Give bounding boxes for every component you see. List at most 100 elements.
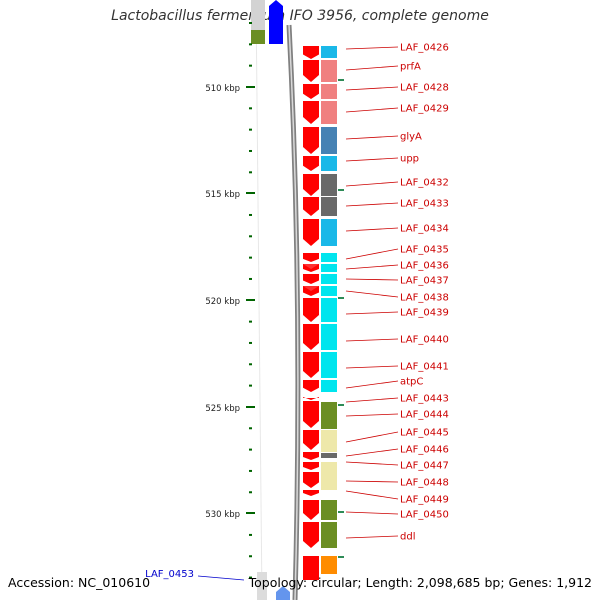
cog-category-box <box>321 46 337 58</box>
cog-category-box <box>321 430 337 452</box>
gene-arrow[interactable] <box>303 253 319 262</box>
gene-label[interactable]: LAF_0426 <box>400 43 449 54</box>
cog-category-box <box>321 380 337 392</box>
gene-arrow[interactable] <box>303 174 319 196</box>
gene-label[interactable]: glyA <box>400 132 422 143</box>
gene-arrow[interactable] <box>303 556 319 580</box>
gene-arrow[interactable] <box>303 472 319 488</box>
gene-leader-line <box>345 157 399 162</box>
gene-leader-line <box>345 135 399 140</box>
gene-leader-line <box>197 575 245 581</box>
gene-arrow[interactable] <box>303 500 319 520</box>
gene-label[interactable]: LAF_0434 <box>400 224 449 235</box>
gene-label[interactable]: LAF_0429 <box>400 104 449 115</box>
gene-arrow[interactable] <box>303 352 319 378</box>
gene-label[interactable]: LAF_0449 <box>400 495 449 506</box>
gene-leader-line <box>345 181 399 187</box>
gene-arrow[interactable] <box>303 298 319 322</box>
gene-label[interactable]: LAF_0453 <box>145 569 194 580</box>
gene-arrow[interactable] <box>303 84 319 99</box>
gene-label[interactable]: LAF_0443 <box>400 394 449 405</box>
gene-leader-line <box>345 264 399 270</box>
gene-label[interactable]: LAF_0437 <box>400 276 449 287</box>
gene-label[interactable]: LAF_0445 <box>400 428 449 439</box>
gene-label[interactable]: upp <box>400 154 419 165</box>
cog-category-box <box>321 264 337 272</box>
gene-leader-line <box>345 227 399 232</box>
gene-leader-line <box>345 65 399 71</box>
cog-category-box <box>321 453 337 458</box>
cog-category-box <box>321 402 337 429</box>
gene-label[interactable]: LAF_0447 <box>400 461 449 472</box>
gene-label[interactable]: LAF_0441 <box>400 362 449 373</box>
ruler-label: 520 kbp <box>205 297 240 307</box>
gene-label[interactable]: LAF_0448 <box>400 478 449 489</box>
cog-category-box <box>321 298 337 322</box>
cog-category-box <box>321 84 337 99</box>
gene-leader-line <box>345 511 399 515</box>
genome-backbone-inner <box>288 24 299 600</box>
gene-arrow[interactable] <box>303 401 319 428</box>
gene-label[interactable]: atpC <box>400 377 423 388</box>
gene-leader-line <box>345 290 399 298</box>
gene-arrow[interactable] <box>303 219 319 246</box>
gene-arrow[interactable] <box>303 522 319 548</box>
gene-label[interactable]: LAF_0444 <box>400 410 449 421</box>
cog-category-box <box>321 156 337 171</box>
gene-arrow[interactable] <box>303 452 319 460</box>
gene-arrow[interactable] <box>303 324 319 350</box>
gene-arrow[interactable] <box>303 380 319 392</box>
partial-gene-top-gray <box>251 0 265 30</box>
gene-label[interactable]: ddl <box>400 532 415 543</box>
gene-leader-line <box>345 431 399 443</box>
gene-arrow[interactable] <box>303 197 319 216</box>
gene-arrow[interactable] <box>303 490 319 496</box>
cog-category-box <box>321 127 337 154</box>
gene-leader-line <box>345 448 399 457</box>
gene-label[interactable]: LAF_0446 <box>400 445 449 456</box>
cog-category-box <box>321 286 337 296</box>
cog-category-box <box>321 197 337 216</box>
gene-leader-line <box>345 311 399 315</box>
gene-arrow[interactable] <box>303 127 319 154</box>
gene-label[interactable]: LAF_0433 <box>400 199 449 210</box>
gene-label[interactable]: LAF_0435 <box>400 245 449 256</box>
gene-label[interactable]: LAF_0438 <box>400 293 449 304</box>
gene-label[interactable]: LAF_0436 <box>400 261 449 272</box>
gene-leader-line <box>345 86 399 91</box>
cog-category-box <box>321 522 337 548</box>
cog-category-box <box>321 174 337 196</box>
gene-arrow[interactable] <box>303 430 319 450</box>
gene-leader-line <box>345 413 399 417</box>
gene-label[interactable]: prfA <box>400 62 421 73</box>
cog-category-box <box>321 60 337 82</box>
genome-stats-text: Topology: circular; Length: 2,098,685 bp… <box>248 575 592 590</box>
gene-leader-line <box>345 535 399 539</box>
cog-category-box <box>321 500 337 520</box>
partial-gene-top-olive <box>251 30 265 44</box>
gene-leader-line <box>345 397 399 403</box>
gene-label[interactable]: LAF_0428 <box>400 83 449 94</box>
accession-text: Accession: NC_010610 <box>8 575 151 590</box>
gene-label[interactable]: LAF_0439 <box>400 308 449 319</box>
gene-leader-line <box>345 461 399 466</box>
gene-leader-line <box>345 338 399 342</box>
gene-leader-line <box>345 46 399 50</box>
gene-label[interactable]: LAF_0432 <box>400 178 449 189</box>
gene-leader-line <box>345 278 399 281</box>
gene-arrow[interactable] <box>303 46 319 59</box>
gene-label[interactable]: LAF_0440 <box>400 335 449 346</box>
gene-leader-line <box>345 107 399 113</box>
ruler-label: 515 kbp <box>205 190 240 200</box>
cog-category-box <box>321 219 337 246</box>
gene-arrow[interactable] <box>303 462 319 470</box>
ruler-label: 510 kbp <box>205 84 240 94</box>
gene-arrow[interactable] <box>303 101 319 124</box>
gene-arrow[interactable] <box>303 156 319 171</box>
gene-arrow[interactable] <box>303 274 319 284</box>
gene-chevron <box>303 264 319 269</box>
gene-arrow[interactable] <box>303 397 319 400</box>
gene-arrow[interactable] <box>303 60 319 82</box>
gene-label[interactable]: LAF_0450 <box>400 510 449 521</box>
